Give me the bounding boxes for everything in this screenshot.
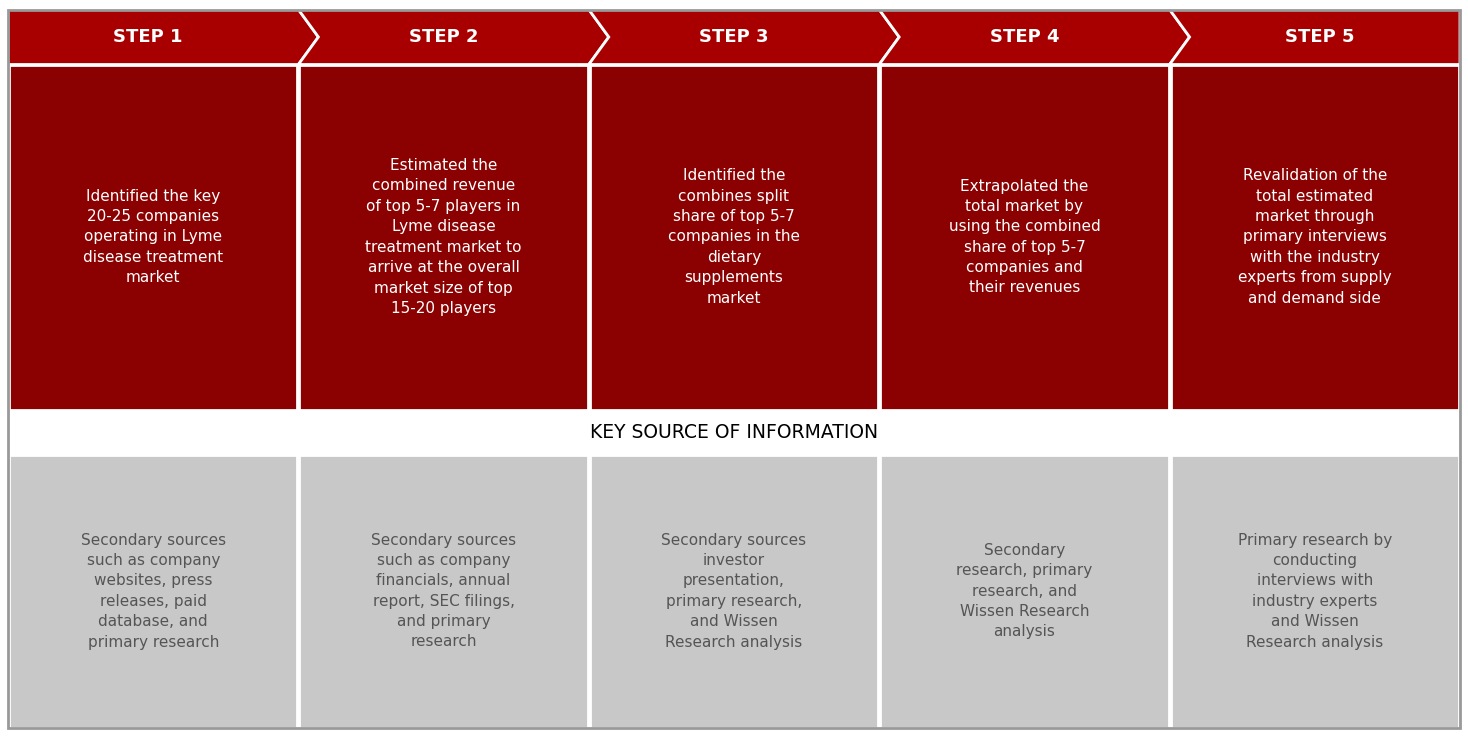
- Text: STEP 5: STEP 5: [1284, 28, 1355, 46]
- Bar: [881, 64, 1169, 410]
- Text: Secondary sources
investor
presentation,
primary research,
and Wissen
Research a: Secondary sources investor presentation,…: [662, 533, 806, 650]
- Polygon shape: [879, 10, 1189, 64]
- Polygon shape: [1170, 10, 1461, 64]
- Text: Revalidation of the
total estimated
market through
primary interviews
with the i: Revalidation of the total estimated mark…: [1238, 168, 1392, 306]
- Polygon shape: [589, 10, 900, 64]
- Bar: [1170, 64, 1459, 410]
- Polygon shape: [298, 10, 609, 64]
- Bar: [590, 454, 878, 728]
- Bar: [590, 64, 878, 410]
- Bar: [9, 64, 298, 410]
- Text: Extrapolated the
total market by
using the combined
share of top 5-7
companies a: Extrapolated the total market by using t…: [948, 179, 1101, 296]
- Text: Identified the key
20-25 companies
operating in Lyme
disease treatment
market: Identified the key 20-25 companies opera…: [84, 189, 223, 285]
- Text: STEP 3: STEP 3: [699, 28, 769, 46]
- Text: Secondary
research, primary
research, and
Wissen Research
analysis: Secondary research, primary research, an…: [956, 542, 1092, 639]
- Bar: [881, 454, 1169, 728]
- Text: KEY SOURCE OF INFORMATION: KEY SOURCE OF INFORMATION: [590, 422, 878, 442]
- Text: Secondary sources
such as company
financials, annual
report, SEC filings,
and pr: Secondary sources such as company financ…: [371, 533, 517, 650]
- Text: Identified the
combines split
share of top 5-7
companies in the
dietary
suppleme: Identified the combines split share of t…: [668, 168, 800, 306]
- Text: STEP 2: STEP 2: [410, 28, 479, 46]
- Text: Secondary sources
such as company
websites, press
releases, paid
database, and
p: Secondary sources such as company websit…: [81, 533, 226, 650]
- Bar: [299, 454, 587, 728]
- Bar: [299, 64, 587, 410]
- Text: STEP 1: STEP 1: [113, 28, 184, 46]
- Bar: [1170, 454, 1459, 728]
- Text: STEP 4: STEP 4: [989, 28, 1058, 46]
- Polygon shape: [7, 10, 319, 64]
- Text: Estimated the
combined revenue
of top 5-7 players in
Lyme disease
treatment mark: Estimated the combined revenue of top 5-…: [366, 158, 521, 316]
- Bar: [9, 454, 298, 728]
- Text: Primary research by
conducting
interviews with
industry experts
and Wissen
Resea: Primary research by conducting interview…: [1238, 533, 1392, 650]
